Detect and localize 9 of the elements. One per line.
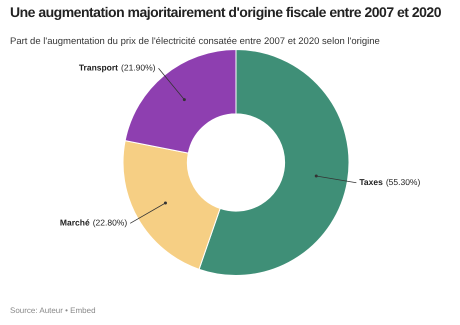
data-label: (22.80%)	[92, 218, 128, 228]
slice-label: Marché	[60, 218, 90, 228]
chart-subtitle: Part de l'augmentation du prix de l'électricité consatée entre 2007 et 2020 selon l'origine	[10, 36, 380, 47]
slice-label: Transport	[78, 62, 118, 73]
data-label: (21.90%)	[121, 62, 156, 73]
source-note: Source: Auteur • Embed	[10, 306, 96, 315]
slice-label: Taxes	[359, 177, 384, 188]
data-label: (55.30%)	[386, 177, 420, 188]
chart-title: Une augmentation majoritairement d'origine fiscale entre 2007 et 2020	[10, 4, 441, 20]
